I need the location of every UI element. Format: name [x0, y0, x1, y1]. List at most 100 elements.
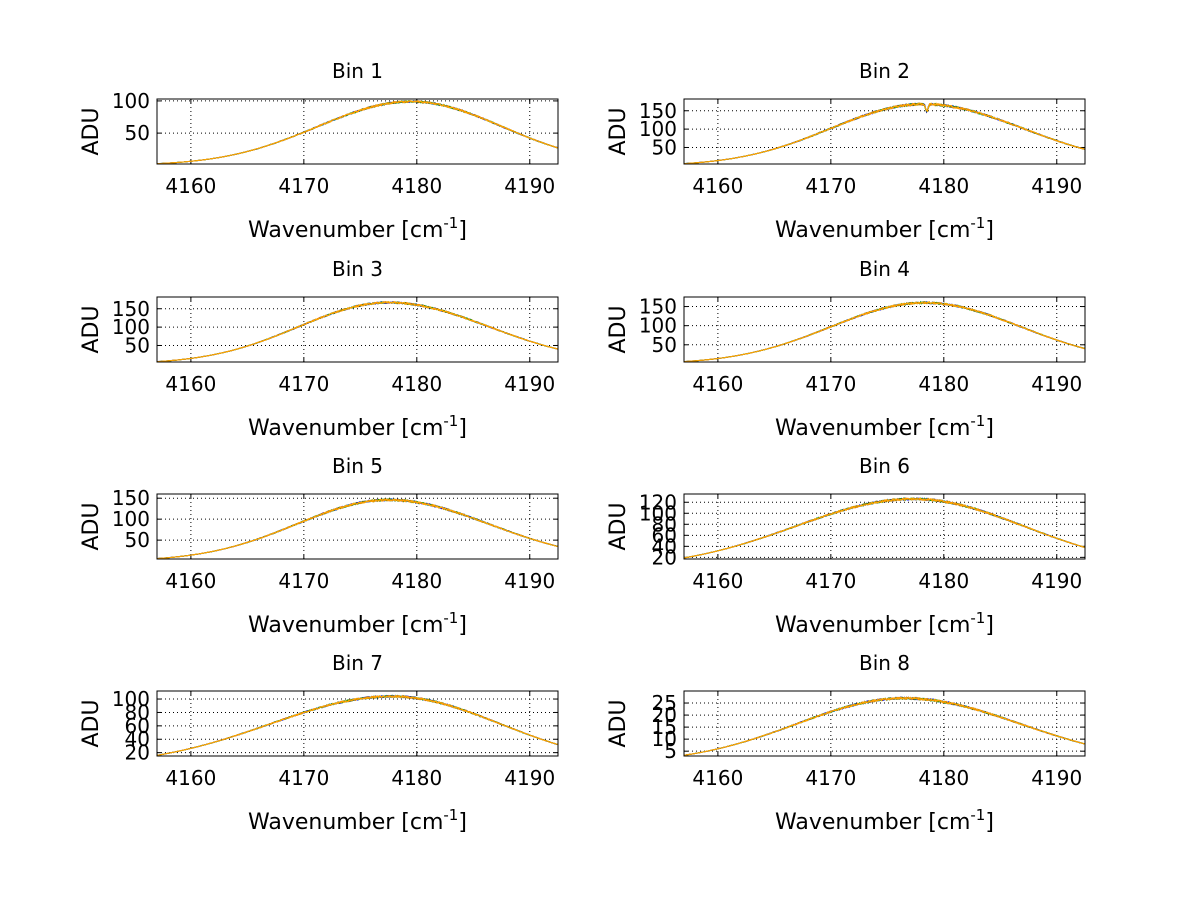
y-tick-label: 80	[652, 512, 677, 536]
series-line	[157, 694, 558, 756]
y-tick-label: 100	[112, 507, 150, 531]
y-tick-label: 50	[125, 528, 150, 552]
x-axis-label-end: ]	[985, 613, 994, 638]
series-line	[157, 498, 558, 559]
x-tick-label: 4190	[504, 569, 555, 593]
subplot-title: Bin 2	[859, 59, 910, 83]
x-axis-label-end: ]	[458, 416, 467, 441]
series-line	[684, 497, 1085, 559]
series-line	[684, 301, 1085, 362]
x-tick-label: 4170	[278, 174, 329, 198]
series-line	[157, 301, 558, 362]
series-line	[684, 696, 1085, 756]
series-group	[684, 300, 1085, 362]
x-axis-label-main: Wavenumber [cm	[775, 810, 970, 835]
axes-box	[683, 690, 1086, 757]
y-tick-label: 50	[125, 333, 150, 357]
series-group	[157, 694, 558, 756]
x-tick-label: 4180	[918, 569, 969, 593]
series-line	[157, 301, 558, 362]
x-axis-label: Wavenumber [cm-1]	[775, 214, 994, 243]
subplot-title: Bin 5	[332, 454, 383, 478]
series-line	[684, 102, 1085, 164]
x-tick-label: 4170	[278, 569, 329, 593]
x-axis-label-end: ]	[458, 218, 467, 243]
subplot-1: Bin 1 4160 4170 4180 4190 50 100 ADU Wavenumber …	[79, 59, 559, 243]
series-line	[684, 497, 1085, 559]
axes-box	[683, 296, 1086, 363]
y-axis-label: ADU	[606, 305, 631, 353]
series-line	[684, 497, 1085, 559]
subplot-title: Bin 8	[859, 651, 910, 675]
series-line	[684, 497, 1085, 559]
series-line	[684, 497, 1085, 559]
y-tick-label: 80	[125, 700, 150, 724]
y-axis-label: ADU	[606, 107, 631, 155]
x-tick-label: 4180	[918, 766, 969, 790]
y-tick-label: 150	[112, 297, 150, 321]
x-axis-label-end: ]	[458, 810, 467, 835]
x-tick-label: 4160	[692, 174, 743, 198]
axes-box	[156, 690, 559, 757]
x-tick-label: 4180	[391, 569, 442, 593]
y-tick-label: 20	[125, 741, 150, 765]
y-axis-label: ADU	[79, 107, 104, 155]
series-line	[157, 498, 558, 559]
x-axis-label-end: ]	[985, 218, 994, 243]
y-tick-label: 50	[652, 333, 677, 357]
x-tick-label: 4160	[692, 766, 743, 790]
subplot-title: Bin 4	[859, 257, 910, 281]
series-line	[684, 102, 1085, 164]
series-line	[684, 497, 1085, 559]
series-group	[157, 300, 558, 362]
x-tick-label: 4180	[391, 766, 442, 790]
x-axis-label-superscript: -1	[443, 609, 458, 627]
y-tick-label: 60	[652, 523, 677, 547]
series-line	[684, 102, 1085, 164]
y-tick-label: 100	[112, 89, 150, 113]
axes-box	[156, 493, 559, 560]
x-axis-label-end: ]	[985, 416, 994, 441]
x-tick-label: 4180	[918, 372, 969, 396]
x-axis-label-end: ]	[985, 810, 994, 835]
x-axis-label-superscript: -1	[970, 214, 985, 232]
series-group	[157, 497, 558, 559]
x-tick-label: 4170	[805, 372, 856, 396]
x-axis-label-main: Wavenumber [cm	[775, 613, 970, 638]
x-axis-label-superscript: -1	[443, 214, 458, 232]
y-axis-label: ADU	[606, 699, 631, 747]
axes-box	[156, 296, 559, 363]
series-line	[157, 301, 558, 362]
series-group	[684, 102, 1085, 164]
x-tick-label: 4160	[165, 372, 216, 396]
series-group	[157, 99, 558, 164]
y-tick-label: 150	[112, 486, 150, 510]
x-tick-label: 4160	[165, 569, 216, 593]
x-axis-label: Wavenumber [cm-1]	[775, 609, 994, 638]
x-axis-label: Wavenumber [cm-1]	[248, 806, 467, 835]
x-tick-label: 4160	[165, 174, 216, 198]
y-tick-label: 40	[652, 534, 677, 558]
series-line	[157, 301, 558, 362]
x-tick-label: 4170	[278, 766, 329, 790]
x-tick-label: 4160	[692, 569, 743, 593]
axes-box	[156, 98, 559, 165]
y-tick-label: 50	[652, 135, 677, 159]
x-tick-label: 4190	[1031, 174, 1082, 198]
series-group	[684, 696, 1085, 756]
x-axis-label-superscript: -1	[970, 609, 985, 627]
x-axis-label-superscript: -1	[970, 412, 985, 430]
y-tick-label: 100	[112, 315, 150, 339]
series-line	[157, 498, 558, 559]
series-line	[684, 696, 1085, 756]
x-axis-label-main: Wavenumber [cm	[248, 416, 443, 441]
y-axis-label: ADU	[79, 502, 104, 550]
subplot-title: Bin 1	[332, 59, 383, 83]
x-tick-label: 4170	[805, 569, 856, 593]
y-tick-label: 100	[639, 117, 677, 141]
series-line	[157, 498, 558, 559]
